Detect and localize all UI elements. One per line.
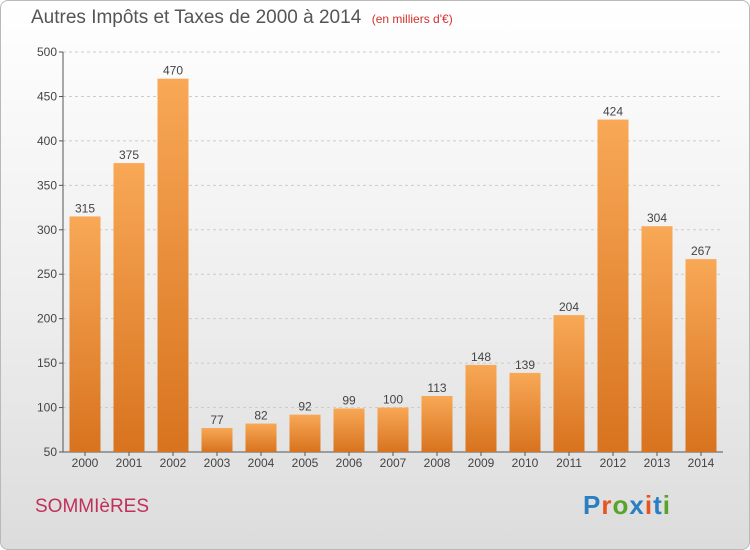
bar-value-label: 267 — [691, 244, 711, 258]
bar-value-label: 424 — [603, 105, 623, 119]
bar — [553, 315, 585, 452]
x-tick-label: 2000 — [72, 456, 99, 470]
bar-value-label: 77 — [210, 413, 224, 427]
x-tick-label: 2009 — [468, 456, 495, 470]
y-tick-label: 300 — [37, 223, 57, 237]
bar-value-label: 304 — [647, 211, 667, 225]
bar-value-label: 375 — [119, 148, 139, 162]
bar-value-label: 99 — [342, 393, 356, 407]
x-tick-label: 2002 — [160, 456, 187, 470]
x-tick-label: 2006 — [336, 456, 363, 470]
logo-letter: r — [601, 490, 613, 520]
y-tick-label: 500 — [37, 45, 57, 59]
bar — [685, 259, 717, 452]
x-tick-label: 2011 — [556, 456, 582, 470]
bar-value-label: 139 — [515, 358, 535, 372]
bar — [113, 163, 145, 452]
bar — [465, 364, 497, 452]
bar — [641, 226, 673, 452]
logo-letter: i — [644, 490, 654, 520]
bar-value-label: 470 — [163, 64, 183, 78]
x-tick-label: 2014 — [688, 456, 715, 470]
logo-letter: o — [612, 490, 630, 520]
bar-value-label: 100 — [383, 393, 403, 407]
logo-letter: t — [653, 490, 663, 520]
x-tick-label: 2003 — [204, 456, 231, 470]
bar-value-label: 204 — [559, 300, 579, 314]
bar-value-label: 113 — [427, 381, 446, 395]
chart-title: Autres Impôts et Taxes de 2000 à 2014 — [31, 7, 362, 28]
logo-letter: P — [583, 490, 602, 520]
y-tick-label: 50 — [44, 445, 58, 459]
y-tick-label: 100 — [37, 401, 57, 415]
logo-letter: x — [629, 490, 645, 520]
bar — [157, 78, 189, 453]
x-tick-label: 2005 — [292, 456, 319, 470]
bar — [421, 396, 453, 452]
x-tick-label: 2001 — [116, 456, 143, 470]
title-row: Autres Impôts et Taxes de 2000 à 2014 (e… — [31, 7, 453, 29]
y-tick-label: 400 — [37, 134, 57, 148]
x-tick-label: 2007 — [380, 456, 407, 470]
proxiti-logo: Proxiti — [583, 490, 671, 521]
city-name: SOMMIèRES — [35, 496, 150, 517]
bar — [289, 414, 321, 452]
bar-value-label: 148 — [471, 350, 491, 364]
bar — [245, 423, 277, 452]
y-tick-label: 450 — [37, 89, 57, 103]
x-tick-label: 2004 — [248, 456, 275, 470]
y-tick-label: 350 — [37, 178, 57, 192]
bar-value-label: 82 — [254, 409, 268, 423]
bar — [69, 216, 101, 452]
bar-value-label: 315 — [75, 201, 95, 215]
x-tick-label: 2010 — [512, 456, 539, 470]
bar — [377, 407, 409, 452]
bar — [509, 372, 541, 452]
y-tick-label: 200 — [37, 312, 57, 326]
logo-letter: i — [662, 490, 671, 520]
y-tick-label: 250 — [37, 267, 57, 281]
y-tick-label: 150 — [37, 356, 57, 370]
bar-value-label: 92 — [298, 400, 312, 414]
bar — [201, 428, 233, 452]
bar — [333, 408, 365, 452]
x-tick-label: 2013 — [644, 456, 671, 470]
x-tick-label: 2008 — [424, 456, 451, 470]
bar — [597, 119, 629, 453]
chart-unit: (en milliers d'€) — [371, 12, 453, 26]
x-tick-label: 2012 — [600, 456, 627, 470]
